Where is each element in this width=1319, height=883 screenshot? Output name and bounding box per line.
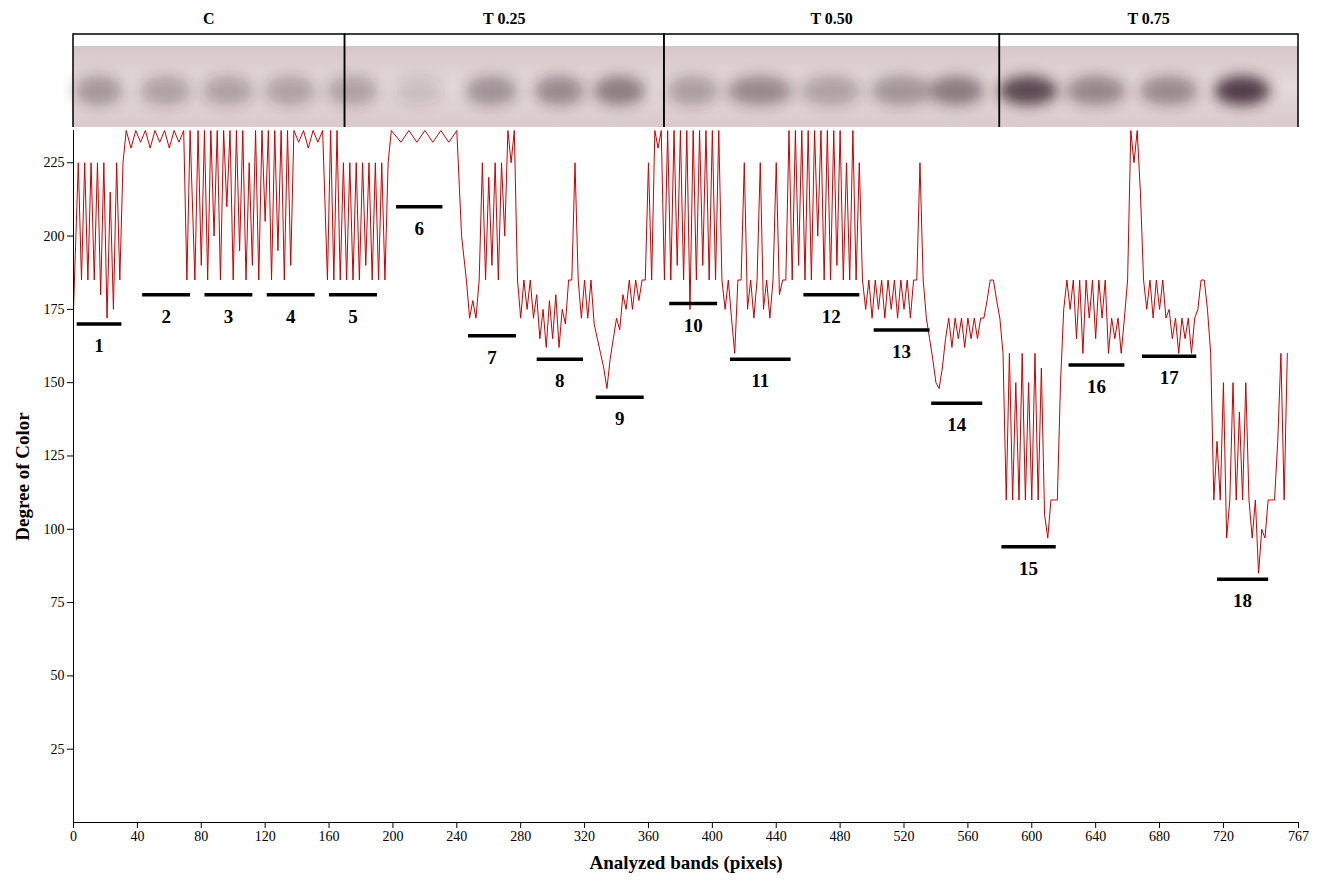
svg-text:480: 480 (830, 829, 851, 844)
svg-text:240: 240 (446, 829, 467, 844)
svg-text:10: 10 (684, 315, 703, 336)
svg-text:7: 7 (487, 347, 497, 368)
svg-text:360: 360 (638, 829, 659, 844)
svg-text:T 0.25: T 0.25 (483, 10, 525, 27)
svg-text:75: 75 (51, 595, 65, 610)
svg-text:T 0.50: T 0.50 (810, 10, 852, 27)
svg-text:160: 160 (319, 829, 340, 844)
svg-text:40: 40 (130, 829, 144, 844)
svg-text:15: 15 (1019, 558, 1038, 579)
svg-text:640: 640 (1085, 829, 1106, 844)
svg-text:440: 440 (766, 829, 787, 844)
svg-text:0: 0 (70, 829, 77, 844)
svg-text:9: 9 (615, 408, 625, 429)
svg-text:720: 720 (1213, 829, 1234, 844)
svg-text:125: 125 (44, 448, 65, 463)
svg-text:2: 2 (161, 306, 171, 327)
svg-text:3: 3 (224, 306, 234, 327)
svg-text:560: 560 (957, 829, 978, 844)
svg-text:5: 5 (348, 306, 358, 327)
svg-text:25: 25 (51, 742, 65, 757)
svg-text:1: 1 (94, 335, 104, 356)
svg-text:6: 6 (415, 218, 425, 239)
svg-text:50: 50 (51, 668, 65, 683)
svg-text:200: 200 (382, 829, 403, 844)
svg-text:4: 4 (286, 306, 296, 327)
svg-text:8: 8 (555, 370, 565, 391)
svg-text:T 0.75: T 0.75 (1127, 10, 1169, 27)
svg-text:320: 320 (574, 829, 595, 844)
svg-text:Analyzed bands (pixels): Analyzed bands (pixels) (589, 852, 782, 874)
svg-text:100: 100 (44, 522, 65, 537)
svg-text:225: 225 (44, 155, 65, 170)
svg-text:Degree of Color: Degree of Color (12, 412, 33, 541)
svg-text:150: 150 (44, 375, 65, 390)
svg-text:175: 175 (44, 302, 65, 317)
svg-text:767: 767 (1288, 829, 1309, 844)
svg-text:600: 600 (1021, 829, 1042, 844)
svg-text:C: C (203, 10, 215, 27)
svg-text:680: 680 (1149, 829, 1170, 844)
svg-text:13: 13 (892, 341, 911, 362)
svg-text:11: 11 (751, 370, 769, 391)
svg-text:14: 14 (947, 414, 967, 435)
svg-text:120: 120 (255, 829, 276, 844)
svg-text:520: 520 (894, 829, 915, 844)
svg-text:200: 200 (44, 229, 65, 244)
svg-text:12: 12 (822, 306, 841, 327)
svg-text:280: 280 (510, 829, 531, 844)
svg-text:16: 16 (1087, 376, 1106, 397)
svg-text:400: 400 (702, 829, 723, 844)
svg-text:80: 80 (194, 829, 208, 844)
svg-text:17: 17 (1160, 367, 1180, 388)
svg-text:18: 18 (1233, 590, 1252, 611)
